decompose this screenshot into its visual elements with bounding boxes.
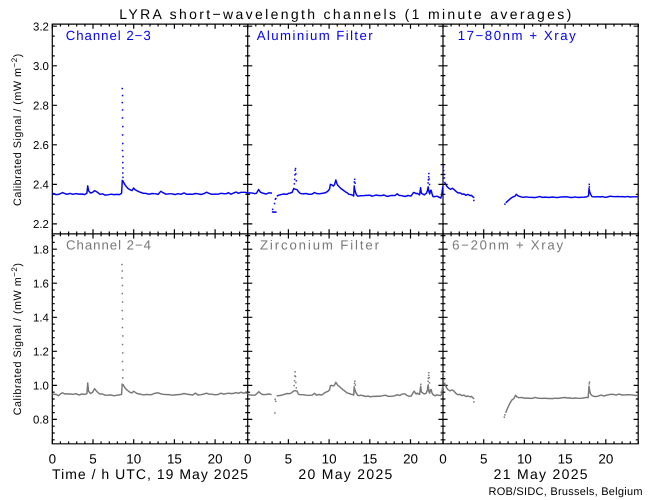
svg-text:0: 0	[244, 451, 251, 466]
svg-text:20: 20	[403, 451, 418, 466]
svg-text:Calibrated Signal / (mW m−2): Calibrated Signal / (mW m−2)	[10, 53, 24, 206]
svg-text:2.6: 2.6	[33, 140, 49, 152]
svg-text:10: 10	[322, 451, 337, 466]
svg-text:1.4: 1.4	[33, 312, 49, 324]
svg-text:Zirconium Filter: Zirconium Filter	[260, 238, 380, 253]
svg-text:3.0: 3.0	[33, 61, 49, 73]
svg-text:Channel 2−4: Channel 2−4	[66, 238, 151, 253]
svg-text:6−20nm + Xray: 6−20nm + Xray	[452, 238, 563, 253]
svg-text:10: 10	[126, 451, 141, 466]
svg-text:ROB/SIDC, Brussels, Belgium: ROB/SIDC, Brussels, Belgium	[489, 486, 643, 498]
svg-text:Aluminium Filter: Aluminium Filter	[257, 28, 374, 43]
svg-text:5: 5	[89, 451, 96, 466]
svg-text:20: 20	[208, 451, 223, 466]
svg-text:3.2: 3.2	[33, 21, 49, 33]
svg-text:10: 10	[517, 451, 532, 466]
svg-text:21 May 2025: 21 May 2025	[494, 466, 588, 482]
svg-text:2.8: 2.8	[33, 101, 49, 113]
svg-text:0.8: 0.8	[33, 415, 49, 427]
svg-text:1.0: 1.0	[33, 381, 49, 393]
svg-text:15: 15	[167, 451, 182, 466]
svg-text:1.2: 1.2	[33, 347, 49, 359]
svg-text:17−80nm + Xray: 17−80nm + Xray	[458, 28, 576, 43]
svg-text:LYRA short−wavelength channels: LYRA short−wavelength channels (1 minute…	[119, 6, 571, 22]
svg-text:Channel 2−3: Channel 2−3	[66, 28, 151, 43]
svg-text:15: 15	[558, 451, 573, 466]
svg-text:1.6: 1.6	[33, 278, 49, 290]
svg-text:Time / h UTC, 19 May 2025: Time / h UTC, 19 May 2025	[52, 466, 248, 482]
svg-text:Calibrated Signal / (mW m−2): Calibrated Signal / (mW m−2)	[10, 263, 24, 416]
svg-text:20 May 2025: 20 May 2025	[298, 466, 392, 482]
svg-text:5: 5	[480, 451, 487, 466]
svg-text:2.4: 2.4	[33, 180, 49, 192]
svg-text:5: 5	[285, 451, 292, 466]
svg-text:15: 15	[362, 451, 377, 466]
svg-text:1.8: 1.8	[33, 244, 49, 256]
svg-text:20: 20	[598, 451, 613, 466]
svg-text:2.2: 2.2	[33, 219, 49, 231]
svg-text:0: 0	[439, 451, 446, 466]
svg-text:0: 0	[49, 451, 56, 466]
